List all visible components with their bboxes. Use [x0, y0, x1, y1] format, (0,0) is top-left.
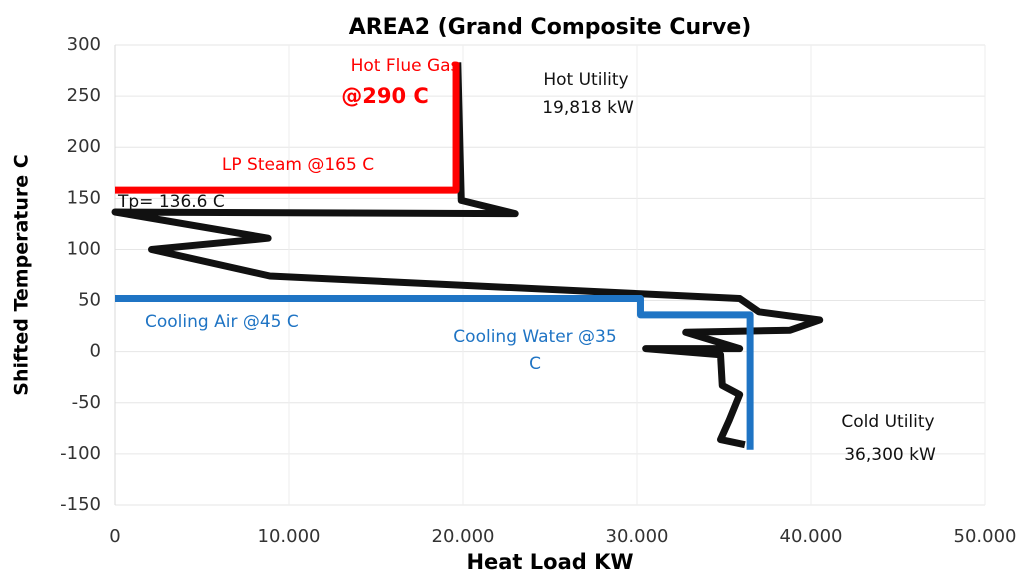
plot: -150 -100 -50 0 50 100 150 200 250 300 0 10.000 20.0…: [60, 34, 1016, 547]
y-tick-label: -100: [60, 443, 101, 464]
y-tick-label: 100: [67, 238, 101, 259]
annotation: Hot Utility: [543, 70, 628, 90]
annotation: Cold Utility: [841, 412, 934, 432]
y-tick-label: 250: [67, 85, 101, 106]
annotations: Hot Flue Gas @290 C Hot Utility 19,818 k…: [117, 56, 936, 465]
x-tick-label: 0: [109, 526, 120, 547]
x-tick-label: 10.000: [258, 526, 321, 547]
y-tick-label: 150: [67, 187, 101, 208]
annotation: Hot Flue Gas: [351, 56, 460, 76]
y-tick-label: 0: [90, 341, 101, 362]
x-axis-label: Heat Load KW: [466, 550, 633, 574]
annotation: @290 C: [341, 84, 429, 108]
annotation: Tp= 136.6 C: [117, 192, 225, 212]
x-tick-label: 40.000: [780, 526, 843, 547]
annotation: 19,818 kW: [542, 98, 634, 118]
y-tick-label: -150: [60, 494, 101, 515]
x-tick-label: 30.000: [606, 526, 669, 547]
series-line: [115, 295, 754, 450]
x-tick-label: 50.000: [954, 526, 1017, 547]
annotation: 36,300 kW: [844, 445, 936, 465]
series-line: [111, 62, 824, 449]
y-axis-label: Shifted Temperature C: [11, 154, 33, 395]
y-tick-label: 200: [67, 136, 101, 157]
annotation: Cooling Water @35: [453, 327, 616, 347]
chart-title: AREA2 (Grand Composite Curve): [349, 15, 752, 40]
x-tick-label: 20.000: [432, 526, 495, 547]
annotation: LP Steam @165 C: [222, 155, 374, 175]
annotation: C: [529, 354, 541, 374]
y-tick-label: 300: [67, 34, 101, 55]
y-tick-label: -50: [72, 392, 101, 413]
y-tick-label: 50: [78, 290, 101, 311]
annotation: Cooling Air @45 C: [145, 312, 299, 332]
series-line: [115, 62, 460, 194]
